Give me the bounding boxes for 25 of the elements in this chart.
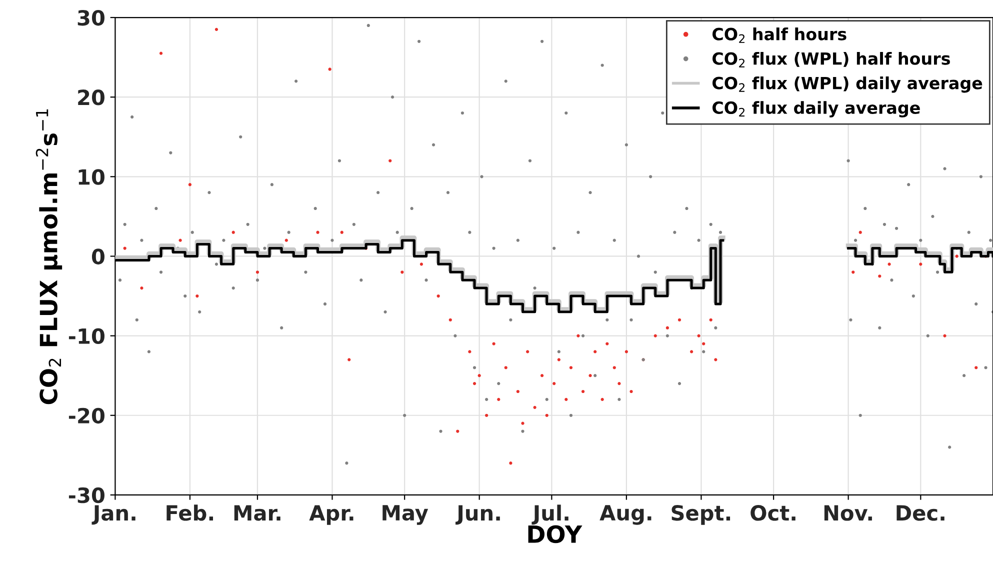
x-axis-title: DOY xyxy=(528,525,582,544)
x-tick-label: Sept. xyxy=(672,505,730,525)
y-tick-label: 30 xyxy=(78,10,104,26)
y-axis-title: CO$_{2}$ FLUX µmol.m$^{−2}$s$^{−1}$ xyxy=(36,109,62,404)
x-tick-label: Apr. xyxy=(309,505,354,525)
y-tick-label: 0 xyxy=(92,248,104,264)
x-tick-label: Aug. xyxy=(600,505,652,525)
y-tick-label: 10 xyxy=(78,169,104,185)
y-tick-label: -10 xyxy=(68,328,104,344)
y-tick-label: -30 xyxy=(68,487,104,504)
legend-label: CO$_{2}$ flux (WPL) half hours xyxy=(712,52,950,68)
legend-label: CO$_{2}$ half hours xyxy=(712,28,846,43)
x-tick-label: Oct. xyxy=(750,505,796,521)
x-tick-label: Nov. xyxy=(824,505,872,521)
legend-label: CO$_{2}$ flux daily average xyxy=(712,101,920,118)
legend-label: CO$_{2}$ flux (WPL) daily average xyxy=(712,76,982,93)
x-tick-label: Jul. xyxy=(532,504,568,525)
x-tick-label: Feb. xyxy=(166,504,213,521)
y-tick-label: -20 xyxy=(68,408,104,424)
x-tick-label: May xyxy=(382,505,428,525)
x-tick-label: Mar. xyxy=(234,505,280,521)
x-tick-label: Jun. xyxy=(456,505,500,525)
x-tick-label: Jan. xyxy=(92,505,136,525)
x-tick-label: Dec. xyxy=(896,505,944,521)
y-tick-label: 20 xyxy=(78,90,104,106)
